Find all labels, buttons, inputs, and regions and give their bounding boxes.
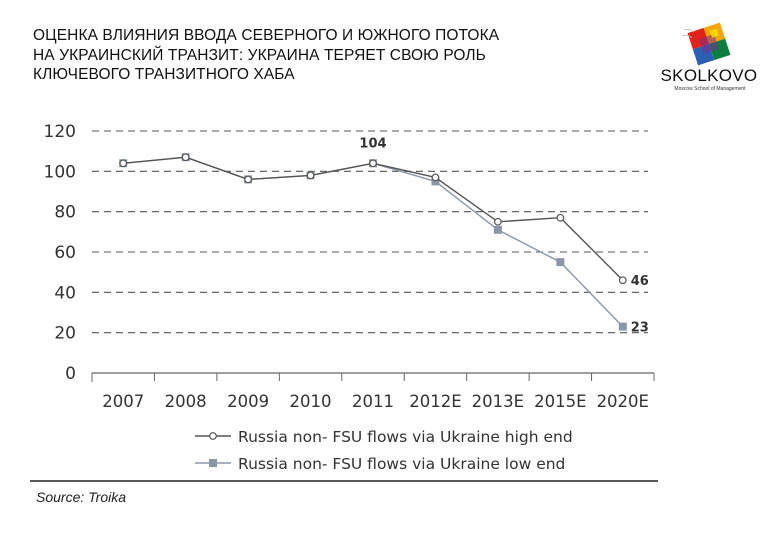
legend-marker-low-end (209, 459, 217, 467)
y-tick-label-40: 40 (54, 283, 76, 303)
x-tick-label-2020e: 2020E (597, 392, 649, 411)
x-tick-label-2008: 2008 (165, 392, 207, 411)
gridlines (92, 130, 648, 334)
y-tick-label-120: 120 (44, 122, 76, 142)
data-point-high-end-2020e (618, 276, 627, 285)
x-tick-label-2013e: 2013E (472, 392, 524, 411)
data-point-high-end-2011 (369, 159, 377, 168)
skolkovo-logo: SKOLKOVO Moscow School of Management (654, 20, 764, 96)
title-line-1: ОЦЕНКА ВЛИЯНИЯ ВВОДА СЕВЕРНОГО И ЮЖНОГО … (33, 27, 500, 44)
series-line-high-end (123, 156, 624, 281)
x-tick-label-2011: 2011 (352, 392, 394, 411)
data-point-high-end-2012e (431, 173, 440, 182)
data-label-46: 46 (631, 274, 649, 289)
x-tick-label-2009: 2009 (227, 392, 269, 411)
series-line-low-end (123, 156, 624, 328)
title-line-2: НА УКРАИНСКИЙ ТРАНЗИТ: УКРАИНА ТЕРЯЕТ СВ… (33, 46, 486, 64)
y-tick-label-0: 0 (65, 364, 76, 384)
data-point-high-end-2007 (119, 159, 128, 168)
legend: Russia non- FSU flows via Ukraine high e… (195, 428, 573, 473)
data-point-low-end-2012e (431, 177, 440, 186)
logo-tagline: Moscow School of Management (674, 86, 746, 92)
y-axis-labels: 0 20 40 60 80 100 120 (44, 122, 76, 384)
y-tick-label-100: 100 (44, 162, 76, 182)
source-note: Source: Troika (36, 489, 126, 505)
data-point-high-end-2015e (556, 213, 565, 222)
data-point-low-end-2015e (556, 258, 565, 267)
annotations: 104 46 23 (359, 136, 648, 335)
data-label-23: 23 (631, 321, 649, 336)
x-tick-label-2007: 2007 (102, 392, 144, 411)
title-line-3: КЛЮЧЕВОГО ТРАНЗИТНОГО ХАБА (33, 66, 295, 83)
x-tick-label-2012e: 2012E (409, 392, 461, 411)
y-tick-label-20: 20 (54, 324, 76, 344)
data-point-low-end-2020e (618, 322, 627, 331)
data-point-high-end-2009 (244, 175, 253, 184)
data-label-104: 104 (359, 136, 386, 151)
x-tick-label-2010: 2010 (290, 392, 332, 411)
legend-label-low-end: Russia non- FSU flows via Ukraine low en… (238, 455, 565, 473)
series-lines (119, 153, 627, 331)
data-point-high-end-2010 (306, 171, 315, 180)
data-point-high-end-2008 (181, 153, 190, 162)
chart-title: ОЦЕНКА ВЛИЯНИЯ ВВОДА СЕВЕРНОГО И ЮЖНОГО … (33, 26, 623, 85)
logo-name: SKOLKOVO (660, 66, 758, 85)
logo-tile-5 (698, 33, 720, 55)
legend-marker-high-end (209, 432, 217, 440)
legend-label-high-end: Russia non- FSU flows via Ukraine high e… (238, 428, 573, 446)
data-point-low-end-2013e (493, 225, 502, 234)
x-tick-label-2015e: 2015E (534, 392, 586, 411)
x-axis: 2007 2008 2009 2010 2011 2012E 2013E 2015E 2020E (91, 372, 655, 411)
logo-tile-6 (710, 28, 719, 38)
y-tick-label-60: 60 (54, 243, 76, 263)
data-point-high-end-2013e (493, 217, 502, 226)
logo-cube-icon (681, 22, 731, 66)
y-tick-label-80: 80 (54, 203, 76, 223)
